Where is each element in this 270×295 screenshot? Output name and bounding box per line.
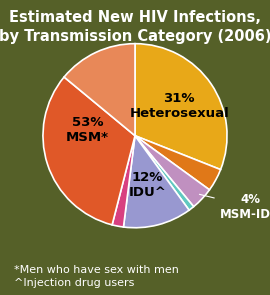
Text: *Men who have sex with men: *Men who have sex with men bbox=[14, 265, 178, 275]
Text: 31%
Heterosexual: 31% Heterosexual bbox=[129, 92, 229, 120]
Wedge shape bbox=[64, 44, 135, 136]
Wedge shape bbox=[135, 44, 227, 170]
Text: 4%
MSM-IDU: 4% MSM-IDU bbox=[200, 193, 270, 221]
Wedge shape bbox=[135, 136, 210, 206]
Wedge shape bbox=[123, 136, 189, 228]
Text: ^Injection drug users: ^Injection drug users bbox=[14, 278, 134, 288]
Wedge shape bbox=[135, 136, 221, 190]
Wedge shape bbox=[43, 77, 135, 225]
Text: 12%
IDU^: 12% IDU^ bbox=[129, 171, 167, 199]
Text: Estimated New HIV Infections,
by Transmission Category (2006): Estimated New HIV Infections, by Transmi… bbox=[0, 10, 270, 44]
Text: 53%
MSM*: 53% MSM* bbox=[66, 116, 109, 144]
Wedge shape bbox=[135, 136, 194, 210]
Wedge shape bbox=[112, 136, 135, 227]
